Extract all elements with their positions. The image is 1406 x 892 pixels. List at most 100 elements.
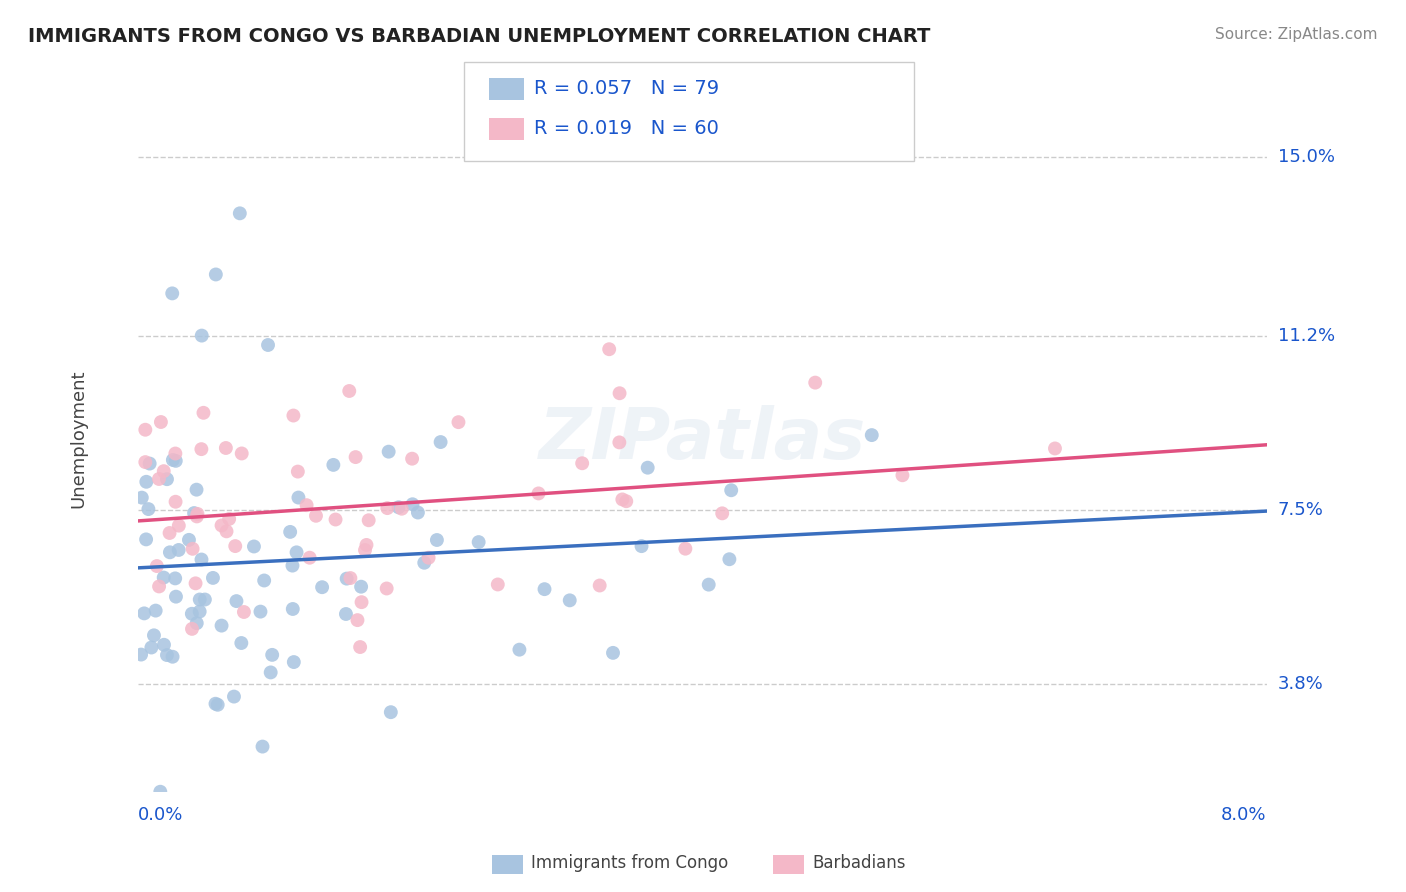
Point	[138, 502, 160, 516]
Point	[162, 649, 184, 664]
Point	[181, 541, 204, 556]
Point	[180, 607, 202, 621]
Point	[134, 607, 156, 621]
Point	[602, 646, 624, 660]
Point	[186, 507, 208, 521]
Point	[141, 640, 163, 655]
Point	[156, 648, 179, 662]
Point	[186, 509, 208, 524]
Point	[285, 545, 308, 559]
Point	[335, 607, 357, 621]
Point	[201, 571, 224, 585]
Point	[181, 622, 204, 636]
Point	[232, 605, 254, 619]
Point	[533, 582, 555, 596]
Point	[211, 618, 233, 632]
Text: 15.0%: 15.0%	[1278, 148, 1334, 166]
Point	[167, 543, 190, 558]
Point	[243, 540, 266, 554]
Point	[711, 506, 734, 520]
Point	[354, 543, 377, 558]
Point	[229, 206, 252, 220]
Text: 3.8%: 3.8%	[1278, 674, 1323, 692]
Point	[222, 690, 245, 704]
Point	[1043, 442, 1066, 456]
Text: IMMIGRANTS FROM CONGO VS BARBADIAN UNEMPLOYMENT CORRELATION CHART: IMMIGRANTS FROM CONGO VS BARBADIAN UNEMP…	[28, 27, 931, 45]
Point	[165, 494, 187, 508]
Point	[131, 491, 153, 505]
Text: Barbadians: Barbadians	[813, 854, 907, 871]
Point	[135, 475, 157, 489]
Point	[146, 559, 169, 574]
Point	[152, 570, 174, 584]
Point	[589, 578, 612, 592]
Point	[637, 460, 659, 475]
Point	[571, 456, 593, 470]
Point	[134, 455, 156, 469]
Point	[165, 571, 187, 585]
Point	[283, 409, 305, 423]
Point	[336, 572, 359, 586]
Point	[205, 268, 228, 282]
Point	[215, 441, 238, 455]
Point	[527, 486, 550, 500]
Point	[612, 492, 634, 507]
Point	[231, 636, 253, 650]
Point	[630, 539, 652, 553]
Point	[325, 512, 347, 526]
Point	[375, 582, 398, 596]
Point	[183, 506, 205, 520]
Point	[418, 550, 440, 565]
Point	[337, 384, 360, 398]
Point	[401, 497, 423, 511]
Point	[720, 483, 742, 498]
Point	[281, 558, 304, 573]
Point	[186, 616, 208, 631]
Point	[391, 501, 413, 516]
Text: Source: ZipAtlas.com: Source: ZipAtlas.com	[1215, 27, 1378, 42]
Point	[287, 491, 309, 505]
Point	[486, 577, 509, 591]
Point	[215, 524, 238, 539]
Point	[159, 526, 181, 541]
Point	[165, 454, 187, 468]
Point	[218, 512, 240, 526]
Point	[673, 541, 696, 556]
Point	[153, 638, 176, 652]
Point	[356, 538, 378, 552]
Point	[406, 506, 429, 520]
Point	[152, 464, 174, 478]
Point	[508, 642, 530, 657]
Point	[138, 457, 160, 471]
Point	[350, 580, 373, 594]
Point	[260, 665, 283, 680]
Point	[401, 451, 423, 466]
Point	[188, 605, 211, 619]
Point	[558, 593, 581, 607]
Point	[134, 423, 156, 437]
Point	[142, 628, 165, 642]
Point	[295, 498, 318, 512]
Point	[257, 338, 280, 352]
Point	[159, 545, 181, 559]
Point	[718, 552, 741, 566]
Point	[287, 465, 309, 479]
Point	[262, 648, 284, 662]
Point	[339, 571, 361, 585]
Point	[252, 739, 274, 754]
Point	[429, 435, 451, 450]
Text: R = 0.057   N = 79: R = 0.057 N = 79	[534, 78, 720, 98]
Point	[165, 590, 187, 604]
Point	[614, 494, 637, 508]
Point	[165, 446, 187, 460]
Point	[224, 539, 246, 553]
Text: Immigrants from Congo: Immigrants from Congo	[531, 854, 728, 871]
Point	[149, 415, 172, 429]
Point	[380, 705, 402, 719]
Point	[804, 376, 827, 390]
Point	[598, 342, 620, 356]
Point	[194, 592, 217, 607]
Text: R = 0.019   N = 60: R = 0.019 N = 60	[534, 119, 718, 138]
Point	[167, 518, 190, 533]
Point	[190, 442, 212, 457]
